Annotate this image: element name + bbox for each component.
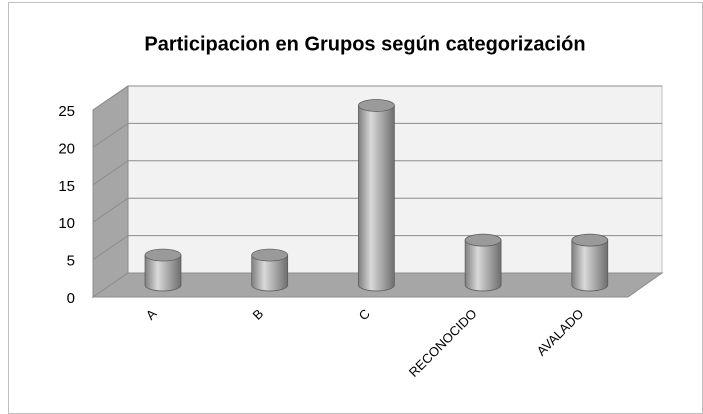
y-tick-label: 5 xyxy=(67,253,75,270)
side-wall xyxy=(92,85,129,298)
grid-line xyxy=(92,197,129,223)
bar xyxy=(358,105,395,292)
bar-top xyxy=(464,233,502,247)
grid-line xyxy=(92,85,129,111)
bar-top xyxy=(358,99,395,112)
grid-line xyxy=(92,235,129,261)
bar xyxy=(464,239,502,292)
y-tick-label: 0 xyxy=(67,290,75,307)
y-tick-label: 20 xyxy=(58,140,75,157)
grid-line xyxy=(92,122,129,148)
grid-line xyxy=(92,160,129,186)
bar xyxy=(251,254,289,292)
y-tick-label: 15 xyxy=(58,178,75,195)
bar xyxy=(571,239,609,292)
y-tick-label: 10 xyxy=(58,215,75,232)
chart-title: Participacion en Grupos según categoriza… xyxy=(144,33,585,55)
y-tick-label: 25 xyxy=(58,103,75,120)
bar-top xyxy=(251,248,289,262)
bar-top xyxy=(144,248,182,262)
bar xyxy=(144,254,182,292)
bar-top xyxy=(571,233,609,247)
